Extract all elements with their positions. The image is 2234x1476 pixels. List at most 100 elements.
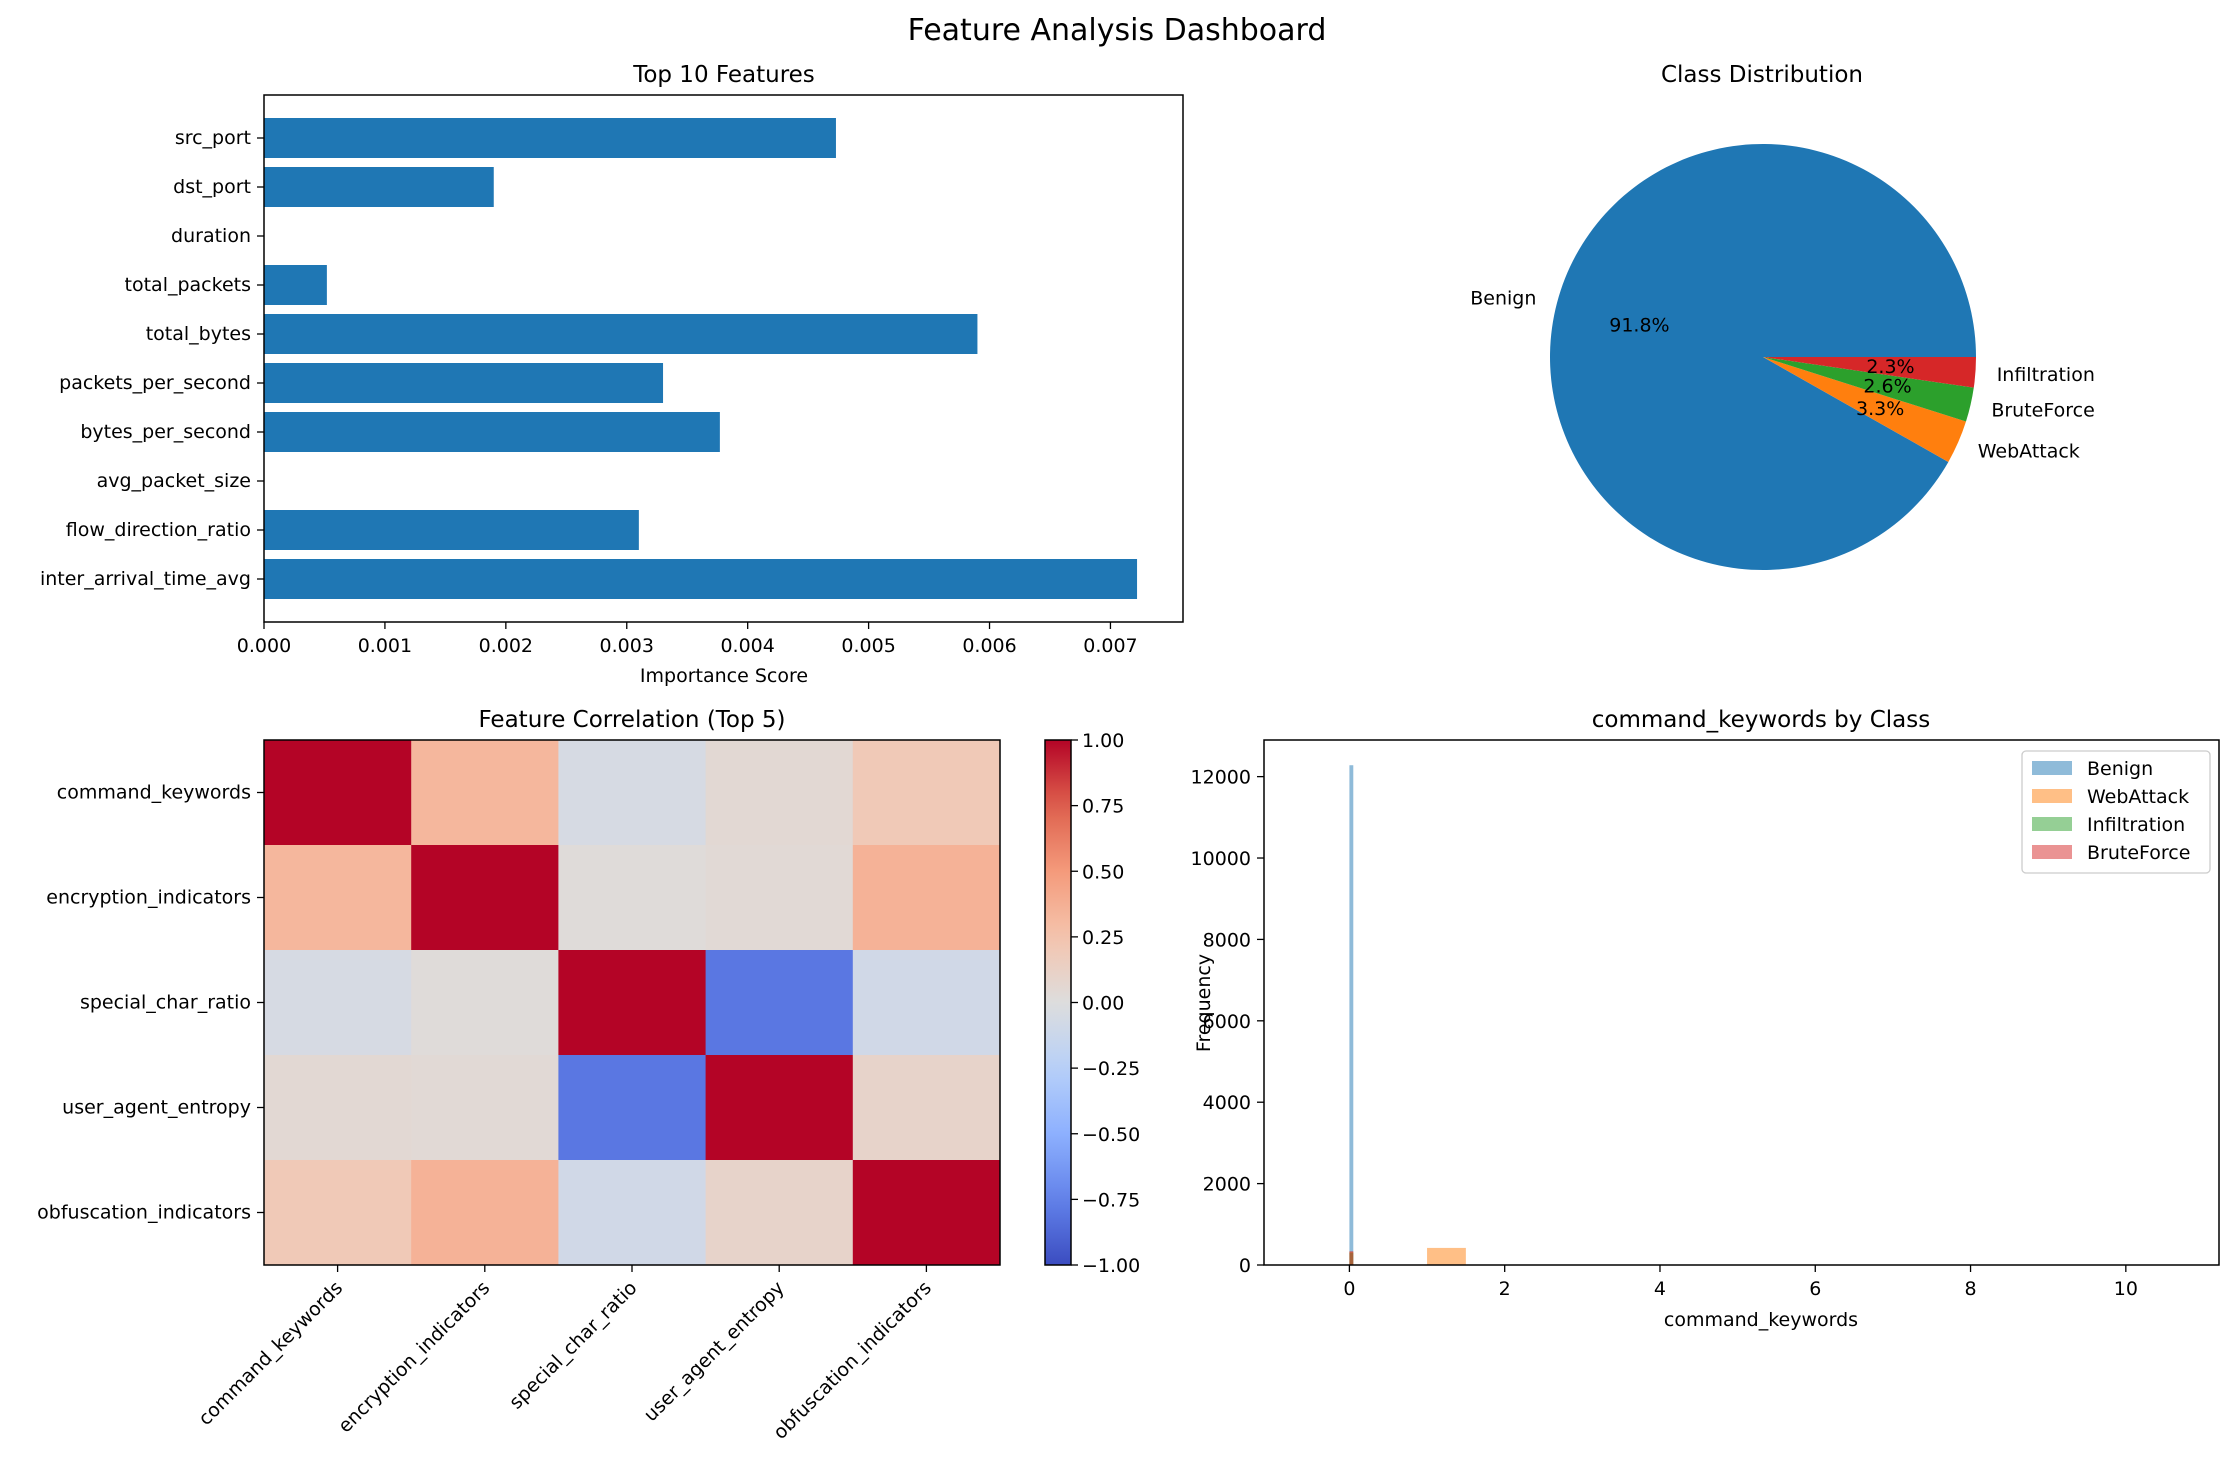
feature-bar [264,363,664,403]
y-tick-label: src_port [175,127,251,149]
pie-percent-label: 2.6% [1863,376,1911,398]
heatmap-cell [705,740,854,846]
heatmap-cell [264,845,412,951]
pie-slice [1763,357,1966,462]
y-tick-label: 8000 [1203,929,1251,951]
colorbar-tick-label: 0.50 [1082,861,1124,883]
x-tick-label: 8 [1964,1278,1976,1300]
x-tick-label: 0.006 [962,635,1016,657]
y-tick-label: packets_per_second [59,372,251,394]
y-tick-label: duration [171,225,251,247]
x-tick-label: 0.000 [237,635,291,657]
x-tick-label: 2 [1499,1278,1511,1300]
x-tick-label: encryption_indicators [334,1277,494,1437]
x-tick-label: 0.002 [479,635,533,657]
heatmap-cell [705,845,854,951]
legend-label: Infiltration [2087,814,2185,836]
histogram-x-axis-label: command_keywords [1664,1309,1858,1331]
pie-slice [1763,357,1977,388]
y-tick-label: 6000 [1203,1011,1251,1033]
feature-bar [264,167,494,207]
legend-box [2021,750,2211,874]
y-tick-label: user_agent_entropy [62,1097,251,1119]
y-tick-label: avg_packet_size [97,470,251,492]
x-tick-label: 10 [2114,1278,2138,1300]
colorbar-tick-label: 0.00 [1082,993,1124,1015]
histogram-y-axis-label: Frequency [1193,954,1215,1052]
y-tick-label: inter_arrival_time_avg [40,568,251,590]
x-tick-label: 0.007 [1083,635,1137,657]
y-tick-label: special_char_ratio [80,992,251,1014]
colorbar-tick-label: −0.75 [1082,1189,1140,1211]
histogram-legend: Benign WebAttack Infiltration BruteForce [2021,750,2211,874]
histogram-title: command_keywords by Class [1592,707,1930,733]
heatmap-cell [852,740,1001,846]
feature-bar [264,314,978,354]
x-tick-label: special_char_ratio [505,1277,642,1414]
y-tick-label: command_keywords [57,782,251,804]
class-distribution-chart: Class Distribution Benign 91.8% WebAttack 3… [1470,62,2095,570]
heatmap-cell [705,950,854,1056]
heatmap-title: Feature Correlation (Top 5) [478,707,785,733]
x-tick-label: 0 [1343,1278,1355,1300]
heatmap-cell [411,950,559,1056]
pie-slice [1550,143,1976,570]
feature-bar [264,412,720,452]
feature-bar [264,510,639,550]
x-tick-label: 0.001 [358,635,412,657]
pie-percent-label: 91.8% [1609,314,1669,336]
histogram-bar [1427,1247,1466,1265]
heatmap-cell [852,845,1001,951]
y-tick-label: 12000 [1191,767,1251,789]
features-chart-title: Top 10 Features [632,62,815,88]
histogram-bar [1349,765,1354,1265]
heatmap-cell [558,1160,707,1266]
pie-slice-label: Benign [1470,287,1536,309]
legend-swatch [2032,845,2072,859]
heatmap-cell [411,1055,559,1161]
heatmap-cell [558,950,707,1056]
legend-label: WebAttack [2087,786,2189,808]
heatmap-cell [411,740,559,846]
heatmap-cell [411,845,559,951]
colorbar-tick-label: −1.00 [1082,1255,1140,1277]
x-tick-label: command_keywords [194,1277,347,1430]
heatmap-cell [264,1160,412,1266]
y-tick-label: 0 [1239,1255,1251,1277]
x-tick-label: 0.003 [600,635,654,657]
y-tick-label: dst_port [173,176,251,198]
x-tick-label: 4 [1654,1278,1666,1300]
histogram-bar [1349,1251,1354,1265]
x-tick-label: 6 [1809,1278,1821,1300]
features-plot-frame [263,94,1184,623]
colorbar-tick-label: 1.00 [1082,730,1124,752]
x-tick-label: obfuscation_indicators [769,1277,936,1444]
legend-label: BruteForce [2087,842,2190,864]
pie-slice-label: Infiltration [1997,364,2095,386]
legend-swatch [2032,789,2072,803]
feature-bar [264,118,836,158]
legend-swatch [2032,817,2072,831]
heatmap-cell [705,1055,854,1161]
pie-slice-label: BruteForce [1991,400,2094,422]
pie-chart-title: Class Distribution [1661,62,1863,88]
heatmap-cell [705,1160,854,1266]
y-tick-label: flow_direction_ratio [66,519,251,541]
heatmap-cell [264,1055,412,1161]
colorbar-tick-label: −0.50 [1082,1124,1140,1146]
heatmap-cell [852,950,1001,1056]
command-keywords-histogram: command_keywords by Class 0 2000 4000 6000 8… [1191,707,2220,1331]
histogram-frame [1263,739,2220,1266]
x-tick-label: 0.005 [841,635,895,657]
heatmap-cell [558,845,707,951]
heatmap-cell [411,1160,559,1266]
pie-percent-label: 3.3% [1856,398,1904,420]
x-tick-label: 0.004 [720,635,774,657]
y-tick-label: bytes_per_second [80,421,251,443]
colorbar-tick-label: 0.25 [1082,927,1124,949]
feature-importance-chart: Top 10 Features src_port dst_port duration… [40,62,1184,687]
y-tick-label: obfuscation_indicators [37,1202,251,1224]
legend-label: Benign [2087,758,2153,780]
heatmap-cell [852,1160,1001,1266]
